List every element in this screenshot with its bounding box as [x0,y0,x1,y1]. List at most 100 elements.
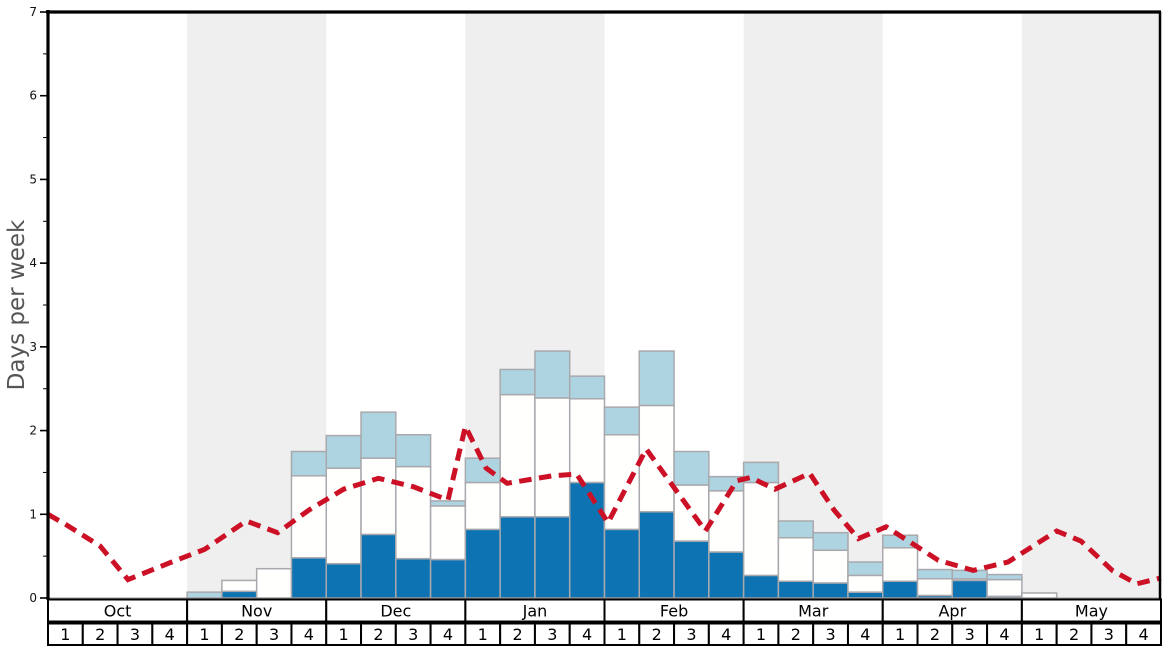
light-blue-segment [847,561,884,577]
light-blue-segment [429,500,467,507]
month-cell [1020,598,1162,623]
white-segment [429,505,467,561]
y-axis: 0 1 2 3 4 5 6 7 [29,5,48,605]
white-segment [812,549,849,584]
dark-blue-segment [882,580,919,599]
white-segment [742,481,780,577]
white-segment [499,393,536,518]
month-label: Feb [660,602,688,621]
week-label: 1 [478,625,488,644]
y-tick-label: 0 [29,591,37,605]
y-tick-label: 4 [29,256,37,270]
month-label: May [1075,602,1108,621]
week-label: 1 [199,625,209,644]
y-tick-label: 5 [29,172,37,186]
light-blue-segment [395,434,432,468]
week-label: 4 [165,625,175,644]
white-segment [290,475,327,559]
light-blue-segment [186,591,223,599]
light-blue-segment [499,368,536,396]
dark-blue-segment [429,558,467,599]
y-tick-label: 1 [29,507,37,521]
white-segment [708,490,745,553]
light-blue-segment [986,573,1023,581]
month-label: Mar [798,602,829,621]
week-label: 2 [373,625,383,644]
dark-blue-segment [290,557,327,599]
y-tick-label: 2 [29,424,37,438]
light-blue-segment [290,450,327,477]
month-label: Oct [104,602,132,621]
light-blue-segment [360,411,397,459]
month-shading-bands [187,12,1161,598]
band-may [1021,12,1161,598]
light-blue-segment [812,531,849,552]
week-label: 4 [304,625,314,644]
week-label: 3 [130,625,140,644]
dark-blue-segment [325,562,362,599]
dark-blue-segment [708,551,745,599]
x-axis-week-row: 1 2 3 4 1 2 3 4 1 2 3 4 1 2 3 4 1 2 3 4 1 2 3 4 1 2 3 4 1 2 3 4 [47,622,1162,646]
month-label: Dec [380,602,411,621]
white-segment [916,577,954,597]
month-label: Nov [241,602,272,621]
white-segment [847,574,884,593]
plot-frame [46,10,1162,600]
light-blue-segment [568,375,606,400]
white-segment [673,484,710,542]
week-label: 4 [721,625,731,644]
light-blue-segment [603,406,641,436]
light-blue-segment [916,568,954,580]
light-blue-segment [673,450,710,486]
dark-blue-segment [603,528,641,599]
week-label: 1 [756,625,766,644]
week-label: 3 [269,625,279,644]
y-tick-label: 3 [29,340,37,354]
white-segment [534,397,571,518]
week-label: 2 [512,625,522,644]
week-label: 2 [652,625,662,644]
dark-blue-segment [221,590,258,599]
week-label: 3 [1104,625,1114,644]
dark-blue-segment [464,528,501,599]
white-segment [638,404,675,513]
month-label: Apr [938,602,966,621]
red-dashed-line [46,419,1162,587]
week-label: 2 [1069,625,1079,644]
week-label: 3 [408,625,418,644]
y-tick-label: 7 [29,5,37,19]
dark-blue-segment [812,582,849,599]
dark-blue-segment [499,516,536,599]
week-cell [1125,622,1162,646]
white-segment [221,579,258,593]
white-segment [255,567,293,599]
week-label: 4 [860,625,870,644]
week-label: 2 [234,625,244,644]
light-blue-segment [534,350,571,399]
week-label: 3 [547,625,557,644]
week-label: 3 [965,625,975,644]
week-label: 4 [582,625,592,644]
light-blue-segment [638,350,675,407]
week-label: 1 [1034,625,1044,644]
week-label: 2 [930,625,940,644]
dark-blue-segment [534,516,571,599]
light-blue-segment [464,457,501,484]
dark-blue-segment [360,533,397,599]
light-blue-segment [777,520,814,539]
dark-blue-segment [568,481,606,599]
white-segment [882,547,919,583]
week-label: 3 [686,625,696,644]
dark-blue-segment [638,511,675,599]
week-label: 4 [999,625,1009,644]
white-segment [395,465,432,560]
week-label: 1 [617,625,627,644]
week-label: 1 [895,625,905,644]
stacked-bars [186,350,1058,599]
white-segment [1021,592,1058,599]
white-segment [986,578,1023,598]
dark-blue-segment [673,540,710,599]
dark-blue-segment [951,579,988,599]
